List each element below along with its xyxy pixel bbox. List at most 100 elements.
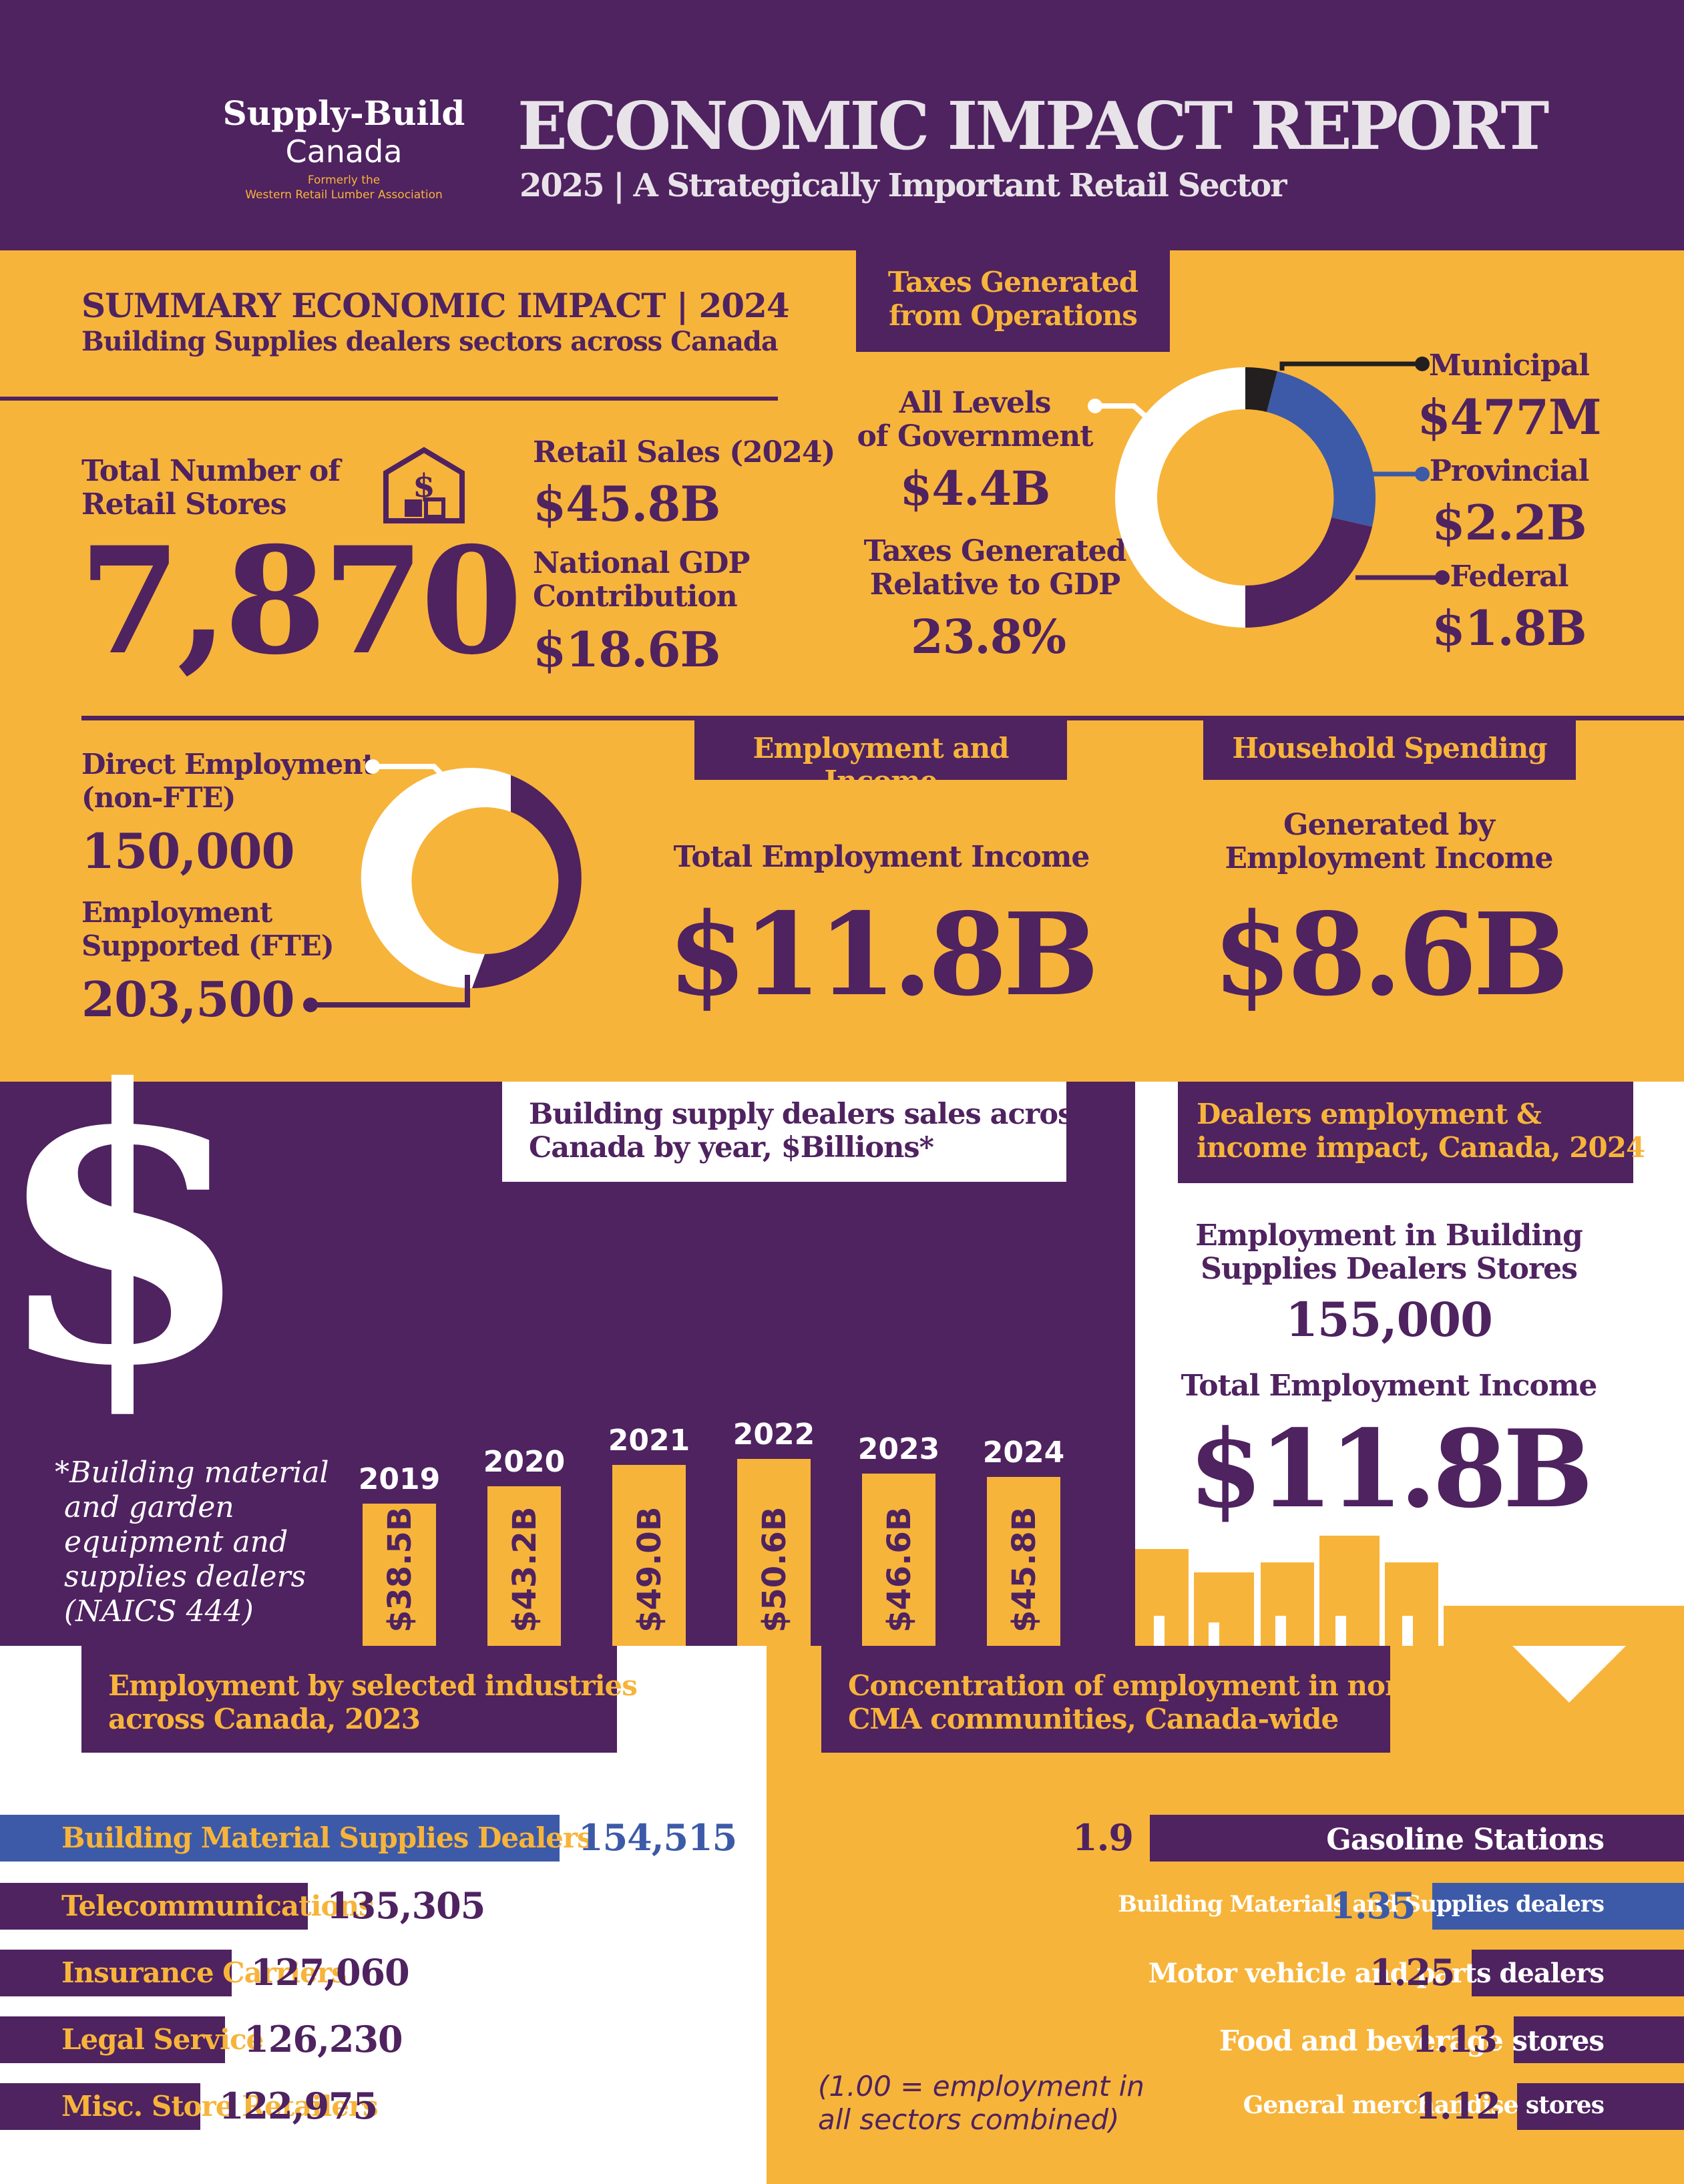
dealers-emp-value: 155,000 <box>1285 1292 1493 1347</box>
summary-section <box>0 250 1684 1082</box>
taxes-slice-federal <box>1245 517 1372 628</box>
industry-bar: Legal Service <box>0 2016 264 2063</box>
taxes-municipal-label: Municipal <box>1429 349 1590 383</box>
concentration-name: Building Materials and Supplies dealers <box>1118 1891 1605 1918</box>
section-arrow-notch <box>1512 1646 1626 1703</box>
household-label-2: Employment Income <box>1225 841 1554 875</box>
concentration-value: 1.12 <box>1415 2085 1501 2127</box>
footnote-4: supplies dealers <box>64 1560 306 1594</box>
stores-label-2: Retail Stores <box>81 487 287 521</box>
footnote-5: (NAICS 444) <box>64 1594 254 1628</box>
household-heading: Household Spending <box>1232 732 1547 765</box>
taxes-donut-chart <box>1088 357 1450 628</box>
industries-heading-box <box>81 1646 617 1753</box>
gdp-value: $18.6B <box>533 621 720 678</box>
concentration-name: General merchandise stores <box>1243 2091 1605 2119</box>
skyline-graphic <box>1135 1536 1684 1646</box>
taxes-all-label-2: of Government <box>857 419 1093 453</box>
industry-name: Building Material Supplies Dealers <box>61 1821 593 1854</box>
sales-bar-year: 2023 <box>857 1432 940 1467</box>
retail-sales-label: Retail Sales (2024) <box>533 435 835 469</box>
logo-formerly-1: Formerly the <box>307 174 381 187</box>
concentration-note-1: (1.00 = employment in <box>818 2070 1144 2103</box>
sales-bar-2022 <box>737 1459 811 1646</box>
concentration-bar: Building Materials and Supplies dealers <box>1118 1883 1684 1930</box>
taxes-provincial-value: $2.2B <box>1432 494 1587 551</box>
sales-bar-value: $45.8B <box>1006 1506 1043 1632</box>
dealers-heading-2: income impact, Canada, 2024 <box>1197 1131 1645 1164</box>
concentration-heading-1: Concentration of employment in non- <box>848 1669 1416 1702</box>
concentration-bar: Gasoline Stations <box>1150 1815 1684 1862</box>
taxes-heading-1: Taxes Generated <box>887 266 1138 298</box>
industry-bar: Misc. Store Retailers <box>0 2083 379 2130</box>
industry-bar: Building Material Supplies Dealers <box>0 1815 593 1862</box>
industry-value: 135,305 <box>327 1884 485 1927</box>
concentration-name: Motor vehicle and parts dealers <box>1148 1958 1605 1989</box>
gdp-label-1: National GDP <box>533 546 750 580</box>
page-subtitle: 2025 | A Strategically Important Retail … <box>519 167 1287 204</box>
sales-bar-value: $38.5B <box>381 1506 419 1632</box>
footnote-2: and garden <box>64 1490 234 1524</box>
direct-label-2: (non-FTE) <box>81 781 236 814</box>
sales-bar-2021 <box>612 1465 686 1646</box>
industry-value: 122,975 <box>218 2085 378 2127</box>
dealers-emp-label-2: Supplies Dealers Stores <box>1201 1252 1578 1286</box>
employment-income-heading: Employment and Income <box>753 732 1009 797</box>
household-value: $8.6B <box>1213 888 1569 1022</box>
taxes-all-label-1: All Levels <box>899 386 1052 420</box>
sales-bar-value: $43.2B <box>506 1506 544 1632</box>
sales-heading-box <box>502 1082 1066 1182</box>
sales-bar-year: 2019 <box>358 1462 441 1497</box>
sales-bar-value: $50.6B <box>756 1506 793 1632</box>
summary-divider <box>0 397 778 401</box>
concentration-value: 1.25 <box>1370 1951 1456 1994</box>
stores-value: 7,870 <box>79 514 523 687</box>
industries-heading-2: across Canada, 2023 <box>108 1703 421 1735</box>
concentration-bar: Food and beverage stores <box>1219 2016 1684 2063</box>
industries-heading-1: Employment by selected industries <box>108 1669 638 1702</box>
sales-bar-2019 <box>363 1504 436 1646</box>
taxes-all-value: $4.4B <box>899 461 1051 516</box>
industry-bar: Telecommunications <box>0 1883 375 1930</box>
concentration-value: 1.35 <box>1330 1884 1416 1927</box>
sales-bar-value: $46.6B <box>881 1506 918 1632</box>
dollar-glyph: $ <box>0 1009 254 1448</box>
employment-income-label: Total Employment Income <box>673 840 1090 874</box>
concentration-name: Food and beverage stores <box>1219 2024 1605 2057</box>
page-title: ECONOMIC IMPACT REPORT <box>517 88 1549 165</box>
supported-employment-slice <box>472 775 582 988</box>
summary-heading: SUMMARY ECONOMIC IMPACT | 2024 <box>81 286 790 325</box>
industry-name: Misc. Store Retailers <box>61 2090 379 2123</box>
direct-label-1: Direct Employment <box>81 748 375 781</box>
sales-bar-year: 2020 <box>483 1445 566 1480</box>
concentration-bar: General merchandise stores <box>1243 2083 1684 2130</box>
employment-income-value: $11.8B <box>668 888 1099 1022</box>
taxes-heading-2: from Operations <box>889 299 1138 332</box>
industry-value: 127,060 <box>250 1951 409 1994</box>
industry-bar: Insurance Carriers <box>0 1950 347 1996</box>
sales-bar-year: 2022 <box>732 1417 815 1452</box>
taxes-municipal-value: $477M <box>1417 389 1601 445</box>
sales-bar-value: $49.0B <box>631 1506 668 1632</box>
household-label-1: Generated by <box>1283 808 1495 842</box>
dealers-income-value: $11.8B <box>1188 1406 1593 1532</box>
footnote-3: equipment and <box>64 1525 288 1559</box>
retail-sales-value: $45.8B <box>533 475 720 532</box>
concentration-name: Gasoline Stations <box>1326 1823 1605 1857</box>
concentration-heading-2: CMA communities, Canada-wide <box>848 1703 1339 1735</box>
footnote-1: *Building material <box>55 1456 329 1490</box>
taxes-heading-box <box>856 250 1170 352</box>
gdp-label-2: Contribution <box>533 580 738 614</box>
taxes-provincial-label: Provincial <box>1429 454 1590 488</box>
logo-formerly-2: Western Retail Lumber Association <box>245 188 443 202</box>
industry-value: 154,515 <box>578 1816 737 1859</box>
industry-name: Telecommunications <box>61 1890 375 1922</box>
sales-bar-2020 <box>487 1486 561 1646</box>
industry-name: Insurance Carriers <box>61 1956 347 1989</box>
concentration-bar: Motor vehicle and parts dealers <box>1148 1950 1684 1996</box>
taxes-federal-value: $1.8B <box>1432 600 1587 656</box>
sales-heading-1: Building supply dealers sales across <box>529 1098 1089 1131</box>
industry-value: 126,230 <box>244 2018 403 2060</box>
employment-income-heading-box <box>694 716 1067 780</box>
concentration-value: 1.13 <box>1412 2018 1498 2060</box>
